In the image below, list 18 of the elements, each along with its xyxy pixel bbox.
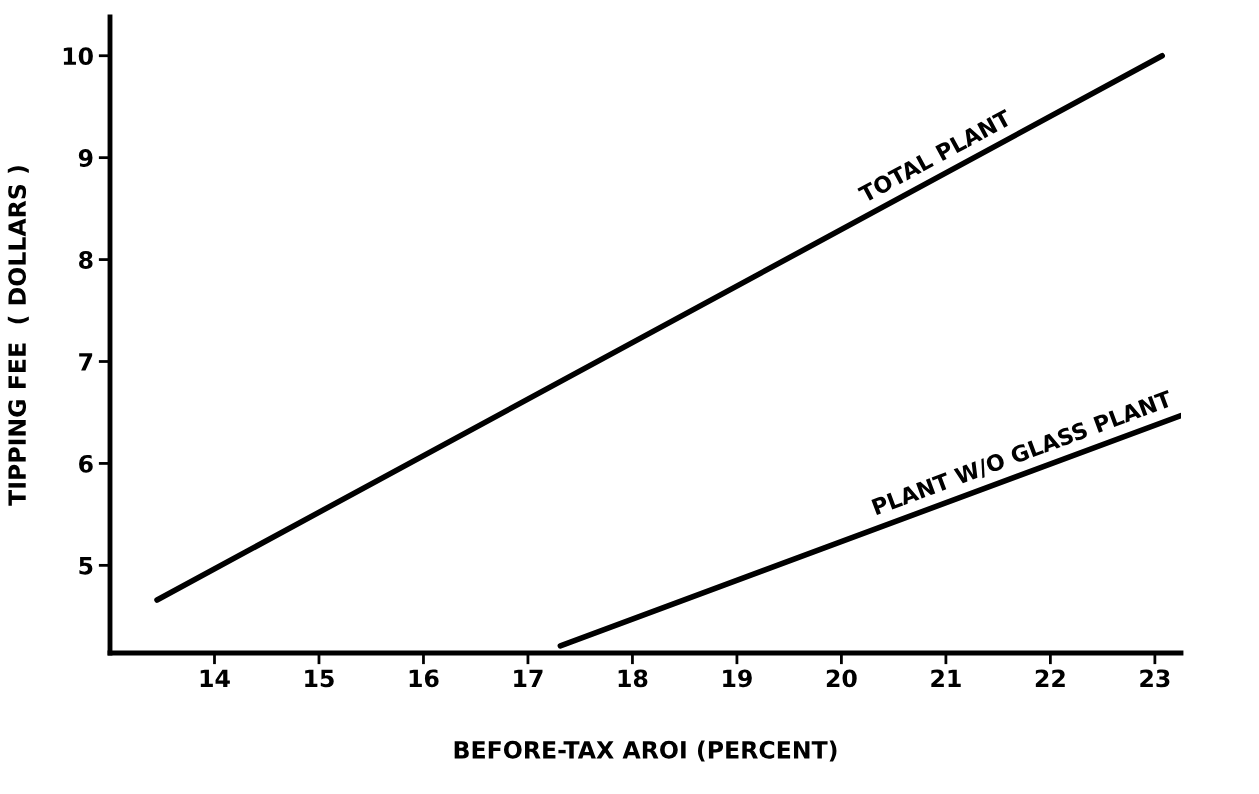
y-axis-title: TIPPING FEE ( DOLLARS ): [7, 166, 29, 506]
x-axis-title: BEFORE-TAX AROI (PERCENT): [454, 740, 837, 762]
y-tick-label: 8: [79, 251, 93, 269]
y-tick-label: 9: [78, 149, 93, 167]
x-tick-label: 16: [409, 669, 439, 688]
x-tick-label: 15: [305, 669, 334, 688]
y-tick-label: 7: [79, 353, 93, 371]
x-tick-label: 18: [618, 669, 648, 688]
x-tick-label: 14: [200, 669, 230, 687]
x-tick-label: 19: [723, 669, 752, 688]
y-tick-label: 5: [79, 557, 93, 575]
x-tick-label: 23: [1140, 669, 1170, 688]
x-tick-label: 21: [931, 669, 961, 687]
y-tick-label: 6: [79, 454, 93, 473]
x-tick-label: 20: [826, 669, 857, 688]
x-tick-label: 22: [1035, 669, 1065, 687]
x-tick-label: 17: [514, 669, 543, 687]
y-tick-label: 10: [63, 47, 93, 66]
